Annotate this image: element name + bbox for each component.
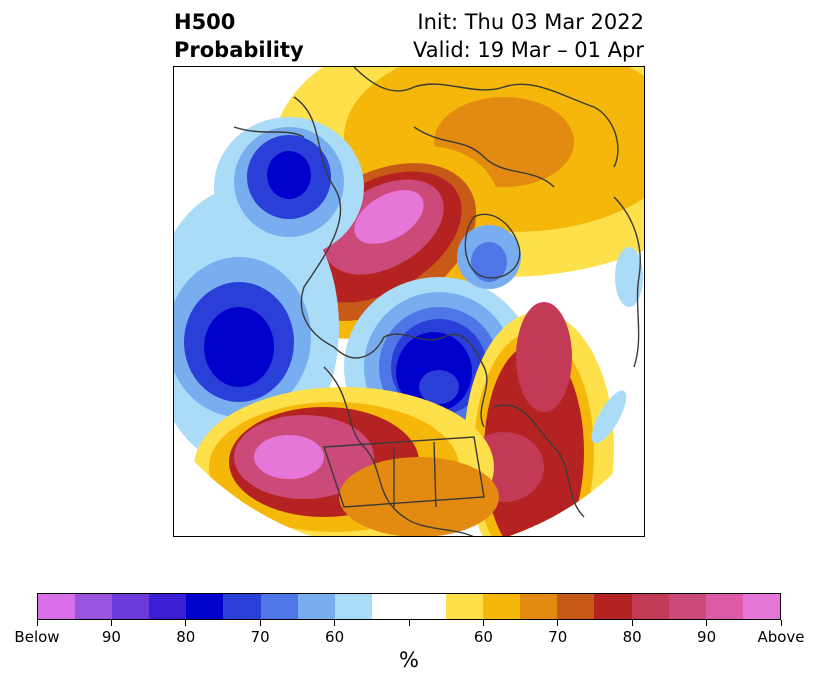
colorbar-tick — [780, 620, 782, 626]
colorbar-segment — [371, 594, 409, 619]
map-canvas — [174, 67, 644, 536]
colorbar-tick — [334, 620, 336, 626]
colorbar-tick-label: 80 — [622, 628, 642, 646]
colorbar-tick — [36, 620, 38, 626]
colorbar-tick-label: 60 — [473, 628, 493, 646]
colorbar-segment — [557, 594, 595, 619]
colorbar-tick — [259, 620, 261, 626]
colorbar-tick-label: 80 — [176, 628, 196, 646]
colorbar-segment — [631, 594, 669, 619]
colorbar-tick-label: 90 — [101, 628, 121, 646]
colorbar-segment — [594, 594, 632, 619]
colorbar-tick — [631, 620, 633, 626]
title-product: Probability — [174, 38, 304, 62]
colorbar-tick-label: 70 — [548, 628, 568, 646]
colorbar-segment — [186, 594, 224, 619]
colorbar-unit-label: % — [399, 648, 419, 672]
colorbar-tick — [557, 620, 559, 626]
colorbar-tick-label: 90 — [697, 628, 717, 646]
colorbar-segment — [297, 594, 335, 619]
title-right: Init: Thu 03 Mar 2022 Valid: 19 Mar – 01… — [413, 8, 644, 64]
colorbar-segment — [112, 594, 150, 619]
colorbar-tick — [110, 620, 112, 626]
colorbar-tick — [482, 620, 484, 626]
colorbar-segment — [75, 594, 113, 619]
colorbar — [37, 593, 781, 620]
colorbar-tick-label: Above — [757, 628, 805, 646]
colorbar-segment — [483, 594, 521, 619]
colorbar-tick — [408, 620, 410, 626]
eurasia-warm-field — [194, 387, 499, 536]
title-variable: H500 — [174, 10, 236, 34]
colorbar-segment — [38, 594, 76, 619]
colorbar-segment — [705, 594, 743, 619]
colorbar-tick — [706, 620, 708, 626]
colorbar-segment — [260, 594, 298, 619]
colorbar-segment — [742, 594, 780, 619]
colorbar-segment — [408, 594, 447, 619]
colorbar-segment — [149, 594, 187, 619]
colorbar-tick-label: Below — [14, 628, 60, 646]
valid-range: Valid: 19 Mar – 01 Apr — [413, 38, 644, 62]
colorbar-tick-label: 70 — [250, 628, 270, 646]
colorbar-segment — [223, 594, 261, 619]
colorbar-segment — [668, 594, 706, 619]
probability-map — [173, 66, 645, 537]
colorbar-segment — [520, 594, 558, 619]
colorbar-tick-label: 60 — [325, 628, 345, 646]
coastlines — [233, 67, 641, 536]
colorbar-segment — [334, 594, 372, 619]
colorbar-tick — [185, 620, 187, 626]
init-date: Init: Thu 03 Mar 2022 — [417, 10, 644, 34]
title-left: H500 Probability — [174, 8, 304, 64]
colorbar-segment — [446, 594, 484, 619]
probability-fields — [174, 67, 644, 536]
other-blue-patches — [591, 247, 643, 444]
